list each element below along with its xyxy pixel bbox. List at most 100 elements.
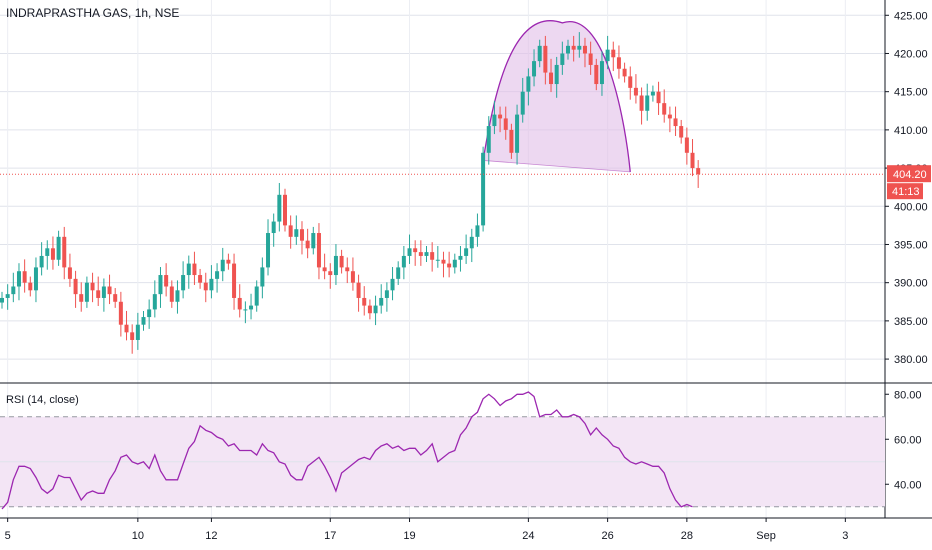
candle[interactable] — [373, 295, 378, 326]
candle[interactable] — [147, 299, 152, 329]
candle[interactable] — [656, 81, 661, 115]
candle[interactable] — [498, 106, 503, 133]
candle[interactable] — [588, 41, 593, 75]
candle[interactable] — [401, 246, 406, 280]
candle[interactable] — [662, 89, 667, 123]
candle[interactable] — [118, 291, 123, 337]
candle[interactable] — [101, 278, 106, 312]
candle[interactable] — [418, 240, 423, 266]
candle[interactable] — [452, 253, 457, 274]
candle[interactable] — [11, 272, 16, 303]
candle[interactable] — [543, 35, 548, 85]
candle[interactable] — [283, 188, 287, 232]
candle[interactable] — [435, 246, 440, 268]
candle[interactable] — [407, 234, 412, 264]
candle[interactable] — [186, 255, 191, 289]
candle[interactable] — [430, 242, 435, 272]
candle[interactable] — [464, 234, 469, 264]
candle[interactable] — [571, 35, 576, 62]
candle[interactable] — [509, 123, 514, 159]
candle[interactable] — [690, 139, 695, 177]
candle[interactable] — [441, 251, 446, 278]
candle[interactable] — [28, 276, 33, 297]
candle[interactable] — [175, 280, 180, 314]
candle[interactable] — [549, 58, 554, 93]
cup-pattern-arc[interactable] — [482, 20, 631, 172]
candle[interactable] — [492, 100, 497, 135]
candle[interactable] — [124, 310, 129, 341]
candle[interactable] — [339, 249, 344, 274]
candle[interactable] — [526, 68, 531, 106]
candle[interactable] — [277, 182, 282, 232]
candle[interactable] — [113, 288, 118, 308]
candle[interactable] — [520, 77, 525, 123]
candle[interactable] — [209, 265, 214, 299]
candle[interactable] — [249, 293, 254, 320]
candle[interactable] — [107, 274, 112, 305]
candle[interactable] — [696, 160, 701, 188]
candle[interactable] — [390, 267, 395, 301]
candle[interactable] — [79, 282, 84, 312]
candle[interactable] — [673, 106, 678, 136]
candle[interactable] — [299, 221, 304, 255]
candle[interactable] — [45, 240, 50, 270]
candle[interactable] — [566, 39, 570, 60]
candle[interactable] — [577, 32, 582, 58]
candle[interactable] — [413, 240, 418, 266]
candle[interactable] — [33, 257, 38, 303]
candle[interactable] — [226, 253, 231, 270]
candle[interactable] — [130, 324, 135, 354]
candle[interactable] — [599, 51, 604, 96]
candle[interactable] — [362, 286, 367, 316]
candle[interactable] — [266, 219, 271, 276]
candle[interactable] — [679, 119, 684, 144]
candle[interactable] — [379, 284, 384, 314]
candle[interactable] — [220, 247, 225, 282]
candle[interactable] — [96, 276, 101, 306]
candle[interactable] — [67, 253, 72, 287]
candle[interactable] — [5, 284, 10, 310]
candle[interactable] — [475, 213, 480, 247]
candle[interactable] — [684, 127, 689, 165]
candle[interactable] — [294, 215, 299, 245]
candle[interactable] — [350, 257, 355, 291]
candle[interactable] — [384, 282, 389, 312]
candle[interactable] — [537, 39, 542, 68]
candle[interactable] — [554, 56, 559, 98]
candle[interactable] — [515, 104, 520, 165]
candle[interactable] — [333, 244, 338, 285]
candle[interactable] — [192, 251, 197, 285]
candle[interactable] — [203, 272, 208, 303]
candle[interactable] — [481, 146, 486, 232]
candle[interactable] — [605, 35, 610, 70]
candle[interactable] — [594, 58, 599, 91]
candle[interactable] — [90, 272, 95, 303]
candle[interactable] — [322, 253, 327, 280]
candle[interactable] — [316, 223, 321, 280]
candle[interactable] — [345, 257, 350, 284]
candle[interactable] — [622, 62, 627, 83]
candle[interactable] — [73, 270, 78, 308]
candle[interactable] — [152, 280, 157, 318]
candle[interactable] — [396, 261, 401, 285]
candle[interactable] — [56, 230, 61, 266]
candle[interactable] — [356, 274, 361, 312]
candle[interactable] — [305, 228, 310, 259]
candle[interactable] — [424, 246, 429, 263]
candle[interactable] — [243, 301, 248, 324]
candle[interactable] — [260, 257, 265, 299]
candle[interactable] — [50, 236, 55, 270]
candle[interactable] — [39, 242, 44, 276]
candle[interactable] — [215, 263, 220, 293]
candle[interactable] — [84, 276, 89, 308]
candle[interactable] — [367, 299, 372, 320]
candle[interactable] — [288, 215, 293, 249]
candle[interactable] — [135, 312, 140, 350]
candle[interactable] — [616, 45, 621, 79]
candle[interactable] — [0, 291, 4, 309]
candle[interactable] — [141, 310, 146, 331]
candle[interactable] — [198, 268, 203, 289]
candle[interactable] — [458, 246, 463, 272]
candle[interactable] — [667, 106, 672, 133]
candle[interactable] — [582, 37, 587, 68]
